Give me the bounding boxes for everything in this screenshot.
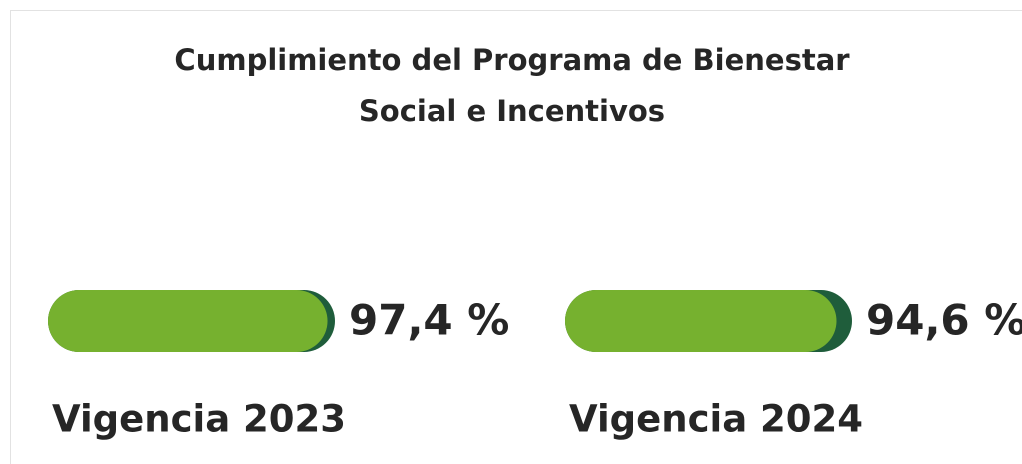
category-label: Vigencia 2023 — [52, 398, 346, 441]
frame — [10, 10, 1022, 464]
category-label: Vigencia 2024 — [569, 398, 863, 441]
value-label: 97,4 % — [349, 296, 509, 345]
value-label: 94,6 % — [866, 296, 1022, 345]
chart-title: Social e Incentivos — [359, 94, 665, 128]
progress-fill — [48, 290, 328, 352]
chart-title: Cumplimiento del Programa de Bienestar — [174, 43, 850, 77]
progress-fill — [565, 290, 837, 352]
